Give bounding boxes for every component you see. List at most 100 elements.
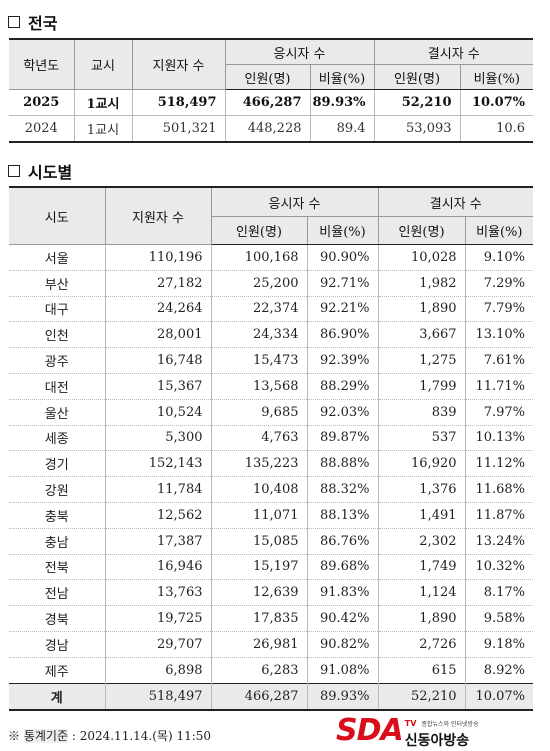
cell-absentees: 52,210 [373, 89, 461, 116]
cell-absent-rate: 11.68% [464, 476, 534, 503]
cell-absent-rate: 7.97% [464, 399, 534, 426]
header-absent-rate: 비율(%) [464, 216, 534, 245]
table-row: 부산 27,182 25,200 92.71% 1,982 7.29% [9, 270, 534, 297]
table-row: 경기 152,143 135,223 88.88% 16,920 11.12% [9, 450, 534, 478]
header-takers: 응시자 수 [224, 38, 375, 65]
cell-region: 대전 [9, 373, 105, 400]
cell-absent-rate: 10.07% [464, 682, 534, 711]
cell-takers: 11,071 [210, 502, 307, 529]
cell-absent-rate: 11.87% [464, 502, 534, 529]
national-title-text: 전국 [28, 14, 58, 33]
header-absentees: 결시자 수 [373, 38, 534, 65]
table-row: 충남 17,387 15,085 86.76% 2,302 13.24% [9, 528, 534, 555]
cell-takers: 25,200 [210, 270, 307, 297]
table-row: 서울 110,196 100,168 90.90% 10,028 9.10% [9, 244, 534, 271]
cell-absentees: 839 [377, 399, 466, 426]
cell-applicants: 518,497 [131, 89, 225, 116]
cell-absent-rate: 10.32% [464, 554, 534, 581]
cell-region: 경남 [9, 631, 105, 658]
cell-applicants: 10,524 [104, 399, 211, 426]
cell-takers: 26,981 [210, 631, 307, 658]
header-absent-count: 인원(명) [373, 64, 461, 90]
cell-applicants: 5,300 [104, 425, 211, 452]
cell-absentees: 53,093 [373, 115, 461, 143]
cell-region: 전남 [9, 579, 105, 607]
cell-absentees: 3,667 [377, 321, 466, 349]
cell-applicants: 19,725 [104, 605, 211, 632]
cell-session: 1교시 [73, 89, 132, 116]
cell-absentees: 1,982 [377, 270, 466, 297]
cell-region: 울산 [9, 399, 105, 426]
cell-applicants: 16,946 [104, 554, 211, 581]
table-row: 경남 29,707 26,981 90.82% 2,726 9.18% [9, 631, 534, 658]
header-region: 시도 [9, 186, 105, 245]
cell-region: 경기 [9, 450, 105, 478]
cell-applicants: 29,707 [104, 631, 211, 658]
cell-taker-rate: 89.93% [309, 89, 375, 116]
cell-taker-rate: 86.76% [306, 528, 379, 555]
table-row: 인천 28,001 24,334 86.90% 3,667 13.10% [9, 321, 534, 349]
cell-taker-rate: 90.90% [306, 244, 379, 271]
cell-taker-rate: 92.39% [306, 347, 379, 374]
cell-takers: 13,568 [210, 373, 307, 400]
cell-absent-rate: 10.07% [459, 89, 534, 116]
cell-takers: 12,639 [210, 579, 307, 607]
cell-absent-rate: 8.92% [464, 657, 534, 684]
table-row: 충북 12,562 11,071 88.13% 1,491 11.87% [9, 502, 534, 529]
header-taker-rate: 비율(%) [306, 216, 379, 245]
header-taker-count: 인원(명) [224, 64, 310, 90]
cell-absent-rate: 7.29% [464, 270, 534, 297]
cell-absent-rate: 13.24% [464, 528, 534, 555]
table-row: 제주 6,898 6,283 91.08% 615 8.92% [9, 657, 534, 684]
cell-applicants: 13,763 [104, 579, 211, 607]
cell-region: 광주 [9, 347, 105, 374]
regional-table: 시도 지원자 수 응시자 수 결시자 수 인원(명) 비율(%) 인원(명) 비… [9, 186, 534, 711]
cell-applicants: 110,196 [104, 244, 211, 271]
checkbox-square-icon [8, 165, 20, 177]
table-row: 광주 16,748 15,473 92.39% 1,275 7.61% [9, 347, 534, 374]
cell-taker-rate: 92.71% [306, 270, 379, 297]
header-year: 학년도 [9, 38, 74, 90]
cell-absent-rate: 10.6 [459, 115, 534, 143]
cell-applicants: 27,182 [104, 270, 211, 297]
cell-taker-rate: 92.21% [306, 296, 379, 323]
cell-region: 서울 [9, 244, 105, 271]
cell-taker-rate: 88.13% [306, 502, 379, 529]
cell-absent-rate: 8.17% [464, 579, 534, 607]
cell-applicants: 11,784 [104, 476, 211, 503]
header-taker-rate: 비율(%) [309, 64, 375, 90]
cell-absent-rate: 7.61% [464, 347, 534, 374]
header-takers: 응시자 수 [210, 186, 379, 217]
logo-tagline: 종합뉴스와 인터넷방송 [421, 721, 479, 728]
cell-region: 강원 [9, 476, 105, 503]
cell-takers: 15,085 [210, 528, 307, 555]
cell-year: 2025 [9, 89, 74, 116]
cell-applicants: 24,264 [104, 296, 211, 323]
cell-absentees: 1,799 [377, 373, 466, 400]
cell-takers: 448,228 [224, 115, 310, 143]
cell-absentees: 1,124 [377, 579, 466, 607]
cell-taker-rate: 88.32% [306, 476, 379, 503]
table-row: 전북 16,946 15,197 89.68% 1,749 10.32% [9, 554, 534, 581]
header-absentees: 결시자 수 [377, 186, 534, 217]
cell-absent-rate: 10.13% [464, 425, 534, 452]
cell-takers: 466,287 [210, 682, 307, 711]
cell-region: 인천 [9, 321, 105, 349]
cell-taker-rate: 90.82% [306, 631, 379, 658]
cell-region: 제주 [9, 657, 105, 684]
checkbox-square-icon [8, 16, 20, 28]
cell-taker-rate: 91.83% [306, 579, 379, 607]
watermark-logo: SDA TV 종합뉴스와 인터넷방송 신동아방송 [336, 711, 479, 750]
header-absent-count: 인원(명) [377, 216, 466, 245]
footnote-mark: ※ [8, 729, 21, 743]
cell-applicants: 518,497 [104, 682, 211, 711]
total-row: 계 518,497 466,287 89.93% 52,210 10.07% [9, 682, 534, 711]
cell-takers: 100,168 [210, 244, 307, 271]
cell-absentees: 1,376 [377, 476, 466, 503]
regional-section-title: 시도별 [8, 159, 72, 183]
cell-session: 1교시 [73, 115, 132, 143]
cell-absent-rate: 9.58% [464, 605, 534, 632]
header-absent-rate: 비율(%) [459, 64, 534, 90]
cell-absent-rate: 11.71% [464, 373, 534, 400]
cell-applicants: 501,321 [131, 115, 225, 143]
